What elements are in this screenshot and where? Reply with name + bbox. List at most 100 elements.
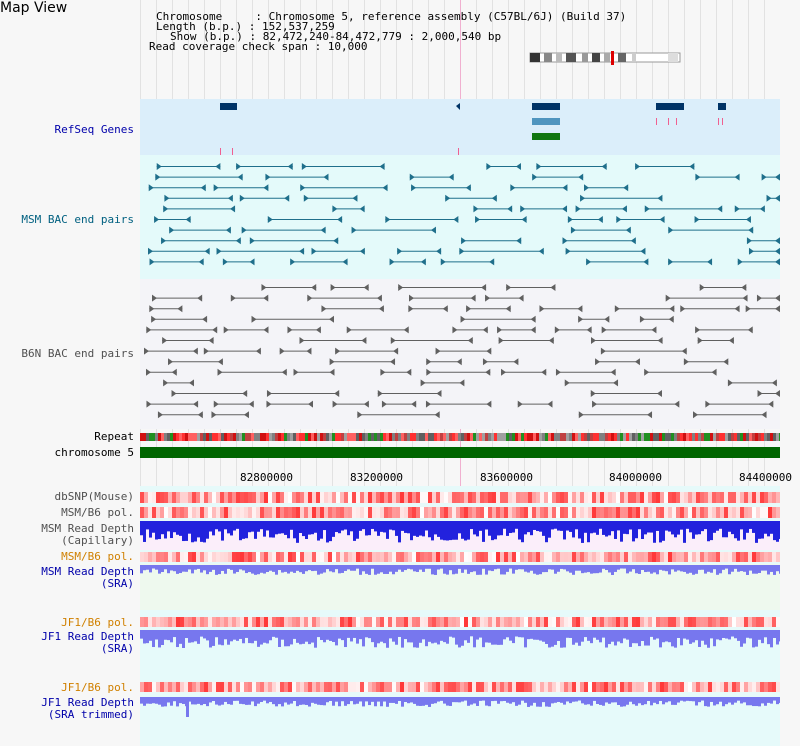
msm-bac-pair-end — [465, 184, 471, 192]
repeat-segment — [341, 433, 344, 441]
dbsnp-heat — [596, 492, 600, 503]
msm-depth-cap-bar — [191, 521, 194, 543]
msm-pol2-heat — [268, 552, 272, 562]
track-label-repeat[interactable]: Repeat — [94, 430, 134, 443]
track-label-msm-pol-2[interactable]: MSM/B6 pol. — [61, 550, 134, 563]
track-label-jf1-pol-2[interactable]: JF1/B6 pol. — [61, 681, 134, 694]
msm-bac-pair-end — [263, 184, 269, 192]
b6n-bac-pair-end — [390, 358, 396, 366]
jf1-depth-bar — [299, 630, 302, 645]
msm-depth-sra-bar — [752, 565, 755, 574]
chromosome-ideogram[interactable] — [528, 51, 684, 65]
jf1-trim-bar — [272, 697, 275, 705]
jf1-trim-bar — [758, 697, 761, 707]
jf1-pol2-heat — [516, 682, 520, 692]
track-label-jf1-trim[interactable]: JF1 Read Depth — [41, 696, 134, 709]
jf1-pol-heat — [608, 617, 612, 627]
msm-bac-pair-end — [213, 184, 219, 192]
msm-pol2-heat — [732, 552, 736, 562]
jf1-depth-bar — [338, 630, 341, 639]
b6n-bac-pair-end — [665, 294, 671, 302]
dbsnp-heat — [360, 492, 364, 503]
msm-depth-sra-bar — [731, 565, 734, 572]
jf1-depth-bar — [428, 630, 431, 642]
msm-pol2-heat — [364, 552, 368, 562]
msm-depth-cap-bar — [470, 521, 473, 530]
jf1-depth-bar — [494, 630, 497, 645]
msm-depth-sra-bar — [566, 565, 569, 572]
track-label-refseq[interactable]: RefSeq Genes — [54, 123, 134, 136]
dbsnp-heat — [572, 492, 576, 503]
msm-bac-pair-end — [342, 258, 348, 266]
jf1-depth-bar — [665, 630, 668, 642]
msm-depth-sra-bar — [491, 565, 494, 572]
b6n-bac-pair-end — [217, 368, 223, 376]
track-label-msm-bac[interactable]: MSM BAC end pairs — [21, 213, 134, 226]
repeat-segment — [695, 433, 698, 441]
axis-tick-label: 84400000 — [739, 471, 792, 484]
repeat-segment — [620, 433, 623, 441]
repeat-segment — [527, 433, 530, 441]
msm-pol-heat — [676, 507, 680, 518]
jf1-trim-bar — [182, 697, 185, 704]
track-canvas[interactable] — [140, 0, 780, 745]
track-label-jf1-depth[interactable]: JF1 Read Depth — [41, 630, 134, 643]
repeat-segment — [578, 433, 581, 441]
b6n-bac-pair-end — [600, 347, 606, 355]
dbsnp-heat — [308, 492, 312, 503]
msm-depth-sra-bar — [284, 565, 287, 572]
jf1-pol2-heat — [412, 682, 416, 692]
jf1-depth-bar — [773, 630, 776, 639]
b6n-bac-pair-end — [266, 390, 272, 397]
jf1-trim-bar — [713, 697, 716, 706]
jf1-pol2-heat — [496, 682, 500, 692]
track-label-msm-pol-1[interactable]: MSM/B6 pol. — [61, 506, 134, 519]
repeat-segment — [212, 433, 215, 441]
msm-depth-sra-bar — [440, 565, 443, 569]
track-label-msm-depth-cap[interactable]: MSM Read Depth — [41, 522, 134, 535]
track-label-jf1-pol-1[interactable]: JF1/B6 pol. — [61, 616, 134, 629]
msm-pol2-heat — [776, 552, 780, 562]
jf1-depth-bar — [176, 630, 179, 648]
msm-depth-sra-bar — [596, 565, 599, 574]
msm-pol2-heat — [620, 552, 624, 562]
msm-pol-heat — [380, 507, 384, 518]
jf1-trim-bar — [317, 697, 320, 705]
msm-pol2-heat — [564, 552, 568, 562]
msm-depth-cap-bar — [146, 521, 149, 530]
b6n-bac-pair-end — [728, 337, 734, 344]
jf1-pol2-heat — [348, 682, 352, 692]
repeat-segment — [311, 433, 314, 441]
track-label-chromosome[interactable]: chromosome 5 — [54, 446, 134, 459]
msm-pol-heat — [712, 507, 716, 518]
track-label-msm-depth-sra[interactable]: MSM Read Depth — [41, 565, 134, 578]
jf1-depth-bar — [575, 630, 578, 643]
msm-pol2-heat — [196, 552, 200, 562]
track-label-dbsnp[interactable]: dbSNP(Mouse) — [54, 490, 134, 503]
b6n-bac-pair-end — [442, 305, 448, 313]
msm-depth-cap-bar — [350, 521, 353, 532]
msm-pol-heat — [748, 507, 752, 518]
jf1-pol-heat — [684, 617, 688, 627]
refseq-snp — [676, 118, 677, 125]
jf1-pol-heat — [584, 617, 588, 627]
track-label-b6n-bac[interactable]: B6N BAC end pairs — [21, 347, 134, 360]
msm-depth-sra-bar — [266, 565, 269, 573]
jf1-pol-heat — [548, 617, 552, 627]
b6n-bac-pair-end — [335, 347, 341, 355]
jf1-pol2-heat — [548, 682, 552, 692]
msm-bac-pair-end — [746, 237, 752, 245]
dbsnp-heat — [288, 492, 292, 503]
msm-depth-sra-bar — [629, 565, 632, 572]
msm-depth-cap-bar — [683, 521, 686, 543]
jf1-depth-bar — [215, 630, 218, 638]
msm-pol-heat — [164, 507, 168, 518]
msm-depth-sra-bar — [650, 565, 653, 574]
msm-bac-pair-end — [323, 173, 329, 181]
jf1-pol2-heat — [336, 682, 340, 692]
jf1-depth-bar — [179, 630, 182, 644]
b6n-bac-pair-end — [378, 305, 384, 313]
msm-pol-heat — [244, 507, 248, 518]
jf1-pol2-heat — [492, 682, 496, 692]
msm-pol-heat — [704, 507, 708, 518]
